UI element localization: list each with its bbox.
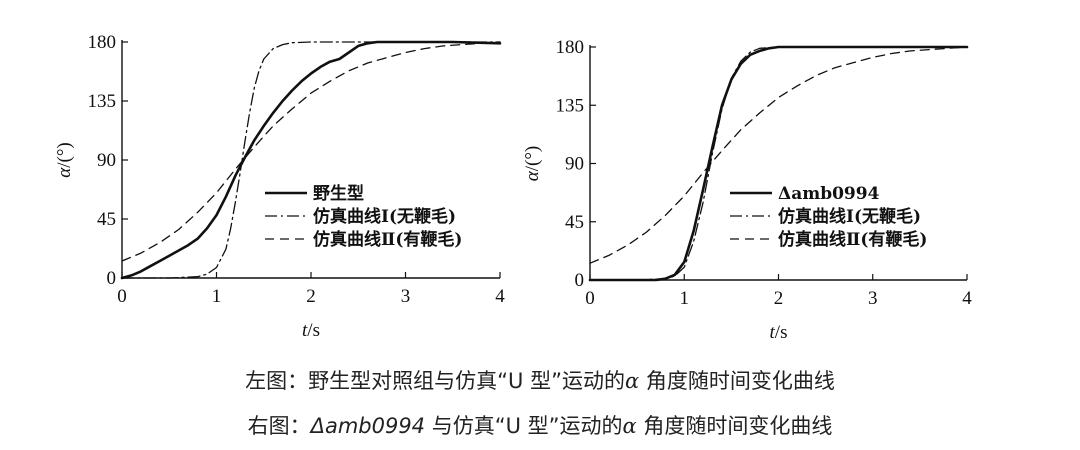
x-axis-unit: /s (775, 322, 788, 343)
caption-left-figure: 左图：野生型对照组与仿真“U 型”运动的α 角度随时间变化曲线 (0, 365, 1080, 395)
legend-label-2: 仿真曲线Ⅰ(无鞭毛) (778, 206, 921, 227)
x-tick-label: 0 (117, 286, 127, 307)
chart-right: 0 1 2 3 4 0 45 90 135 180 t/s α/(°) Δamb0994仿真曲线Ⅰ(无鞭… (522, 37, 972, 343)
caption-1-prefix: 左图：野生型对照组与仿真“U 型”运动的 (245, 369, 625, 393)
y-axis-var: α (522, 170, 543, 181)
series-line-2 (121, 41, 501, 279)
caption-1-suffix: 角度随时间变化曲线 (645, 369, 835, 393)
y-axis-unit: /(°) (522, 146, 543, 172)
y-axis-var: α (54, 167, 75, 178)
series-line-2 (589, 46, 968, 281)
x-axis-unit: /s (307, 320, 320, 341)
legend-label-2: 仿真曲线Ⅰ(无鞭毛) (313, 206, 456, 227)
caption-2-suffix: 角度随时间变化曲线 (643, 414, 833, 438)
caption-right-figure: 右图：Δamb0994 与仿真“U 型”运动的α 角度随时间变化曲线 (0, 410, 1080, 440)
x-axis-var: t (302, 320, 308, 341)
figure-canvas: 0 1 2 3 404590135180t/sα/(°)野生型仿真曲线Ⅰ(无鞭毛)仿真曲… (54, 32, 972, 343)
y-axis-label: α/(°) (522, 146, 543, 182)
chart-left: 0 1 2 3 4 0 45 90 135 180 t/s α/(°) 野生型仿真曲线Ⅰ(无鞭毛)仿真曲… (54, 32, 505, 341)
x-tick-label: 2 (306, 286, 316, 307)
caption-2-prefix: 右图： (247, 414, 311, 438)
y-axis-unit: /(°) (54, 142, 75, 168)
y-tick-label: 45 (565, 212, 584, 233)
y-tick-label: 0 (107, 268, 117, 289)
x-tick-label: 1 (212, 286, 222, 307)
y-axis-label: α/(°) (54, 142, 75, 178)
y-tick-label: 90 (565, 154, 584, 175)
x-tick-label: 0 (585, 288, 595, 309)
x-tick-label: 1 (680, 288, 690, 309)
caption-2-mid: 与仿真“U 型”运动的 (431, 414, 623, 438)
y-tick-label: 0 (575, 270, 585, 291)
caption-1-alpha: α (624, 369, 640, 393)
y-tick-label: 180 (88, 32, 117, 53)
legend-label-3: 仿真曲线Ⅱ(有鞭毛) (313, 229, 462, 250)
series-line-1 (120, 40, 502, 280)
legend-label-1: Δamb0994 (778, 184, 880, 204)
caption-2-strain: Δamb0994 (310, 414, 426, 438)
y-tick-label: 135 (88, 91, 117, 112)
caption-2-alpha: α (622, 414, 637, 438)
y-tick-label: 180 (556, 37, 585, 58)
x-axis-var: t (770, 322, 776, 343)
legend-label-1: 野生型 (313, 183, 364, 204)
y-tick-label: 45 (97, 209, 116, 230)
y-tick-label: 90 (97, 150, 116, 171)
legend-label-3: 仿真曲线Ⅱ(有鞭毛) (778, 229, 927, 250)
series-line-3 (121, 41, 501, 262)
x-tick-label: 4 (495, 286, 505, 307)
x-tick-label: 2 (774, 288, 784, 309)
y-tick-label: 135 (556, 95, 585, 116)
x-tick-label: 4 (962, 288, 972, 309)
x-tick-label: 3 (401, 286, 411, 307)
x-tick-label: 3 (868, 288, 878, 309)
x-axis-label: t/s (302, 320, 320, 341)
x-axis-label: t/s (770, 322, 788, 343)
